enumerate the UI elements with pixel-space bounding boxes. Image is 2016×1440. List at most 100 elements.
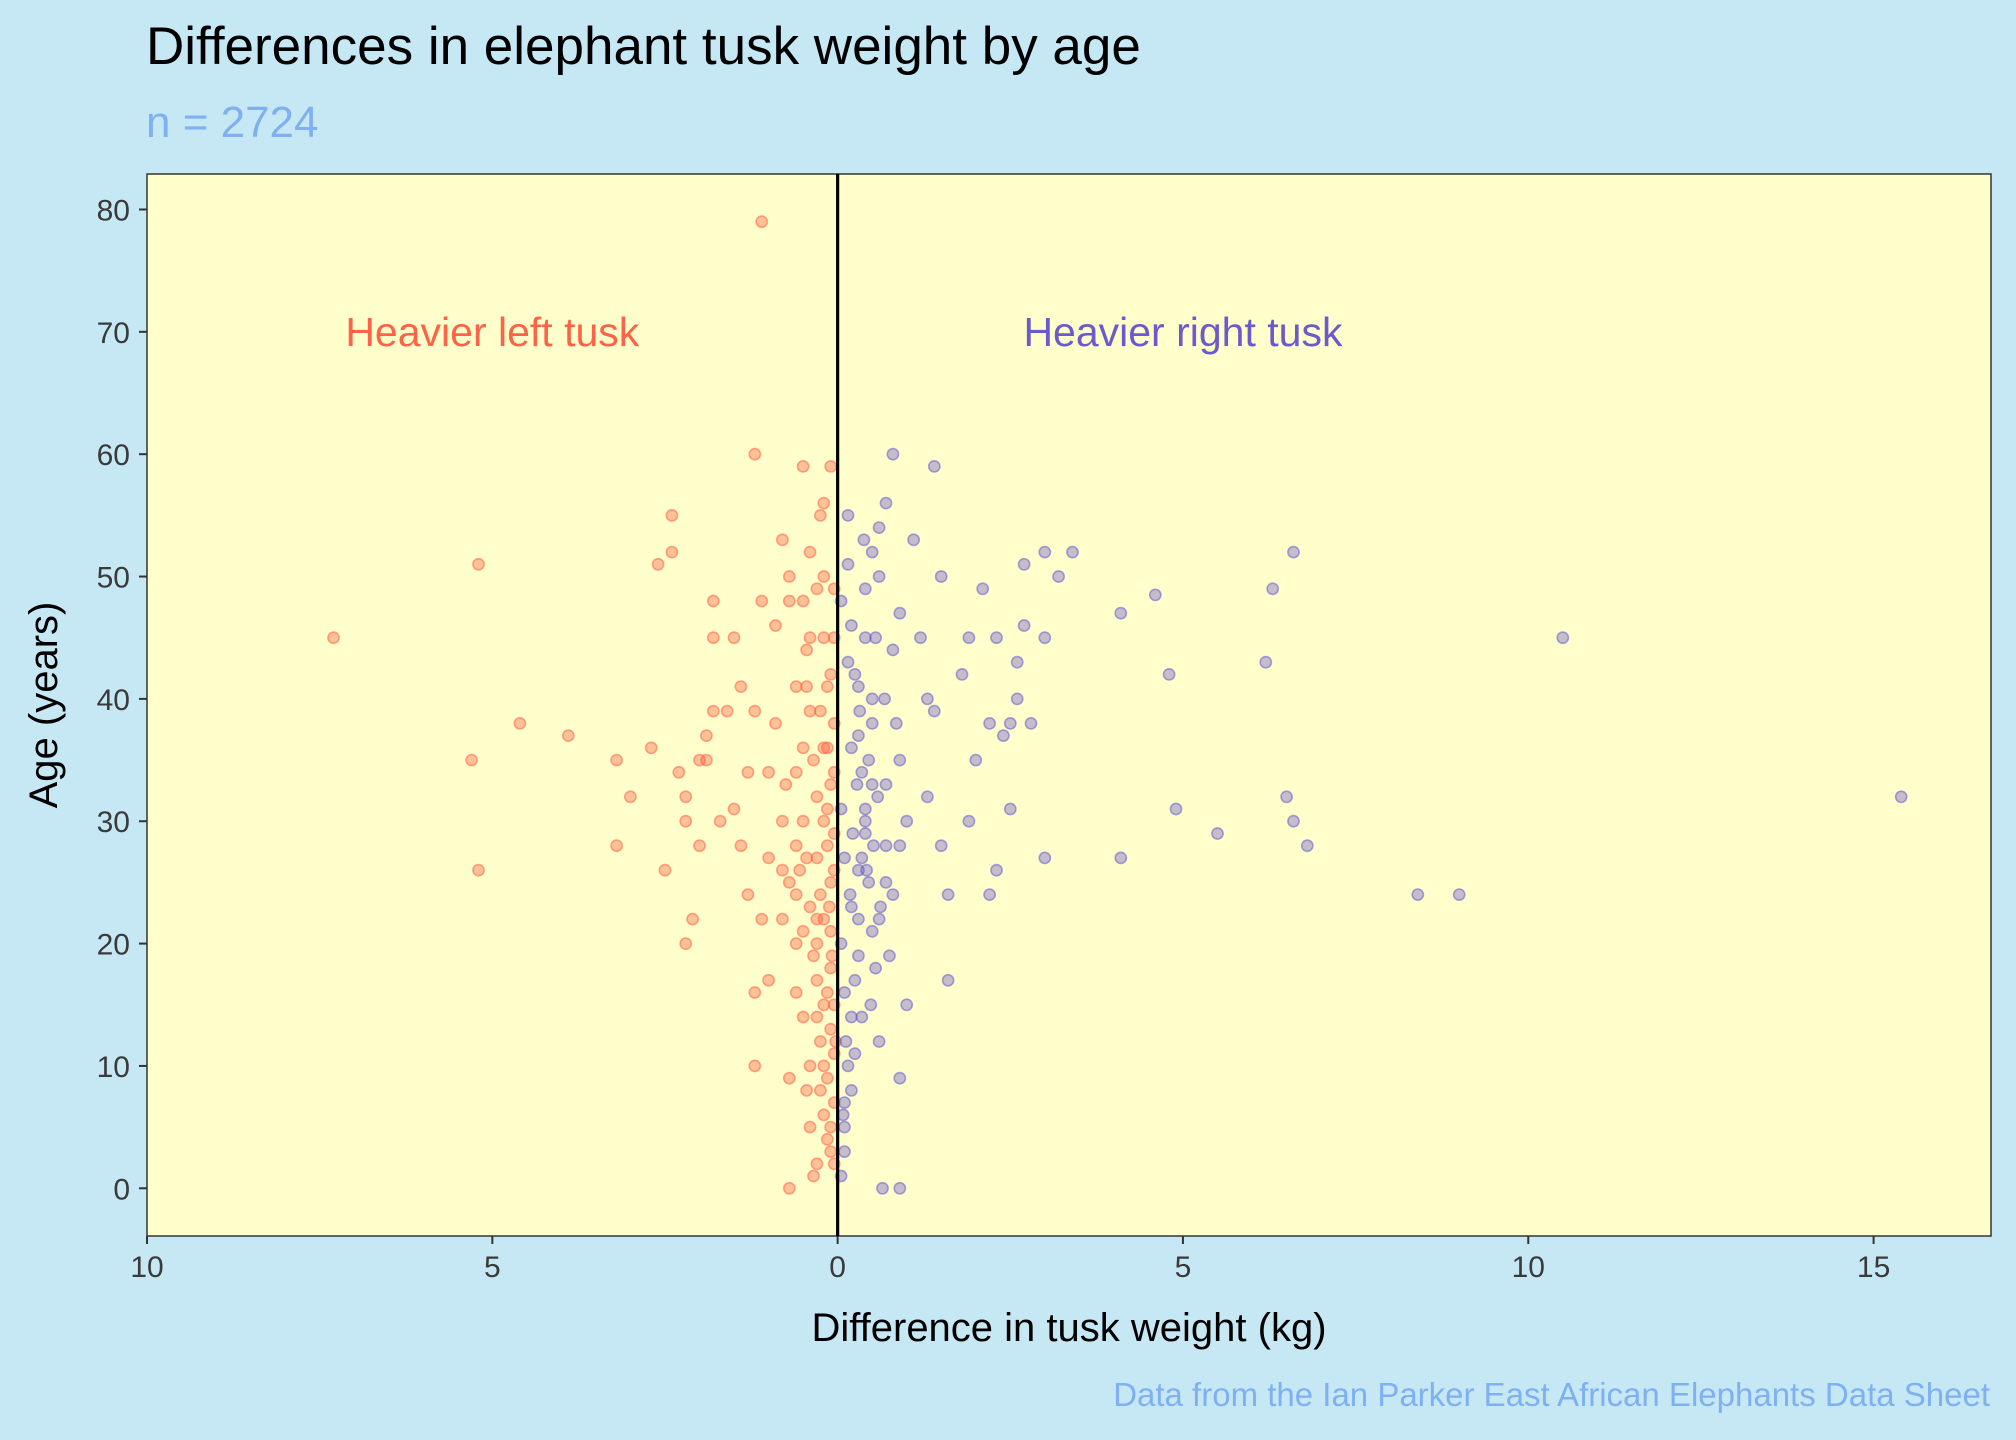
point-heavier-left: [820, 986, 834, 999]
point-heavier-left: [820, 741, 834, 755]
point-heavier-right: [879, 839, 893, 853]
point-heavier-left: [789, 986, 803, 999]
point-heavier-left: [713, 814, 727, 828]
point-heavier-left: [803, 631, 817, 645]
x-tick-label: 0: [829, 1251, 846, 1284]
point-heavier-right: [962, 631, 976, 645]
point-heavier-right: [852, 912, 865, 926]
point-heavier-left: [803, 1059, 817, 1073]
point-heavier-left: [820, 839, 834, 853]
y-tick-label: 40: [97, 684, 130, 717]
point-heavier-left: [679, 814, 693, 828]
point-heavier-right: [869, 631, 882, 645]
point-heavier-left: [814, 888, 827, 901]
point-heavier-left: [782, 570, 796, 583]
point-heavier-right: [841, 1059, 855, 1073]
point-heavier-right: [841, 557, 855, 571]
point-heavier-left: [800, 1084, 813, 1097]
point-heavier-right: [879, 496, 893, 510]
point-heavier-right: [852, 949, 865, 963]
point-heavier-right: [845, 619, 858, 632]
point-heavier-left: [824, 459, 838, 473]
x-axis-label: Difference in tusk weight (kg): [811, 1306, 1326, 1350]
point-heavier-right: [858, 582, 872, 596]
point-heavier-right: [893, 1071, 907, 1085]
point-heavier-right: [872, 912, 886, 926]
point-heavier-left: [734, 680, 748, 693]
point-heavier-left: [820, 802, 834, 816]
point-heavier-left: [700, 753, 713, 767]
point-heavier-left: [822, 900, 836, 914]
point-heavier-left: [803, 900, 817, 914]
point-heavier-right: [846, 827, 860, 840]
point-heavier-right: [1287, 814, 1300, 828]
point-heavier-right: [841, 509, 855, 522]
point-heavier-right: [853, 704, 867, 718]
point-heavier-left: [789, 937, 803, 950]
point-heavier-left: [755, 912, 769, 926]
point-heavier-right: [1556, 631, 1570, 645]
point-heavier-left: [807, 1169, 820, 1183]
point-heavier-right: [1003, 717, 1017, 730]
point-heavier-left: [762, 851, 775, 865]
point-heavier-left: [748, 986, 762, 999]
y-tick-label: 70: [97, 317, 130, 350]
plot-panel: [146, 173, 1992, 1237]
point-heavier-right: [879, 778, 893, 791]
point-heavier-right: [843, 888, 857, 901]
point-heavier-right: [838, 851, 851, 865]
point-heavier-right: [865, 924, 879, 938]
point-heavier-right: [886, 643, 900, 657]
point-heavier-right: [876, 1181, 889, 1195]
point-heavier-left: [693, 839, 706, 853]
point-heavier-right: [878, 692, 891, 706]
point-heavier-left: [706, 704, 720, 718]
point-heavier-left: [817, 570, 831, 583]
point-heavier-right: [1017, 619, 1031, 632]
point-heavier-right: [838, 986, 851, 999]
point-heavier-left: [796, 741, 810, 755]
point-heavier-right: [1452, 888, 1466, 901]
point-heavier-left: [814, 1084, 827, 1097]
point-heavier-right: [865, 692, 879, 706]
point-heavier-right: [836, 1108, 850, 1122]
point-heavier-right: [1024, 717, 1038, 730]
point-heavier-left: [658, 863, 672, 877]
caption: Data from the Ian Parker East African El…: [1113, 1376, 1990, 1413]
point-heavier-right: [872, 570, 886, 583]
point-heavier-left: [817, 1108, 831, 1122]
point-heavier-left: [748, 447, 762, 461]
point-heavier-left: [776, 533, 789, 547]
point-heavier-right: [838, 1145, 851, 1158]
point-heavier-right: [1010, 655, 1024, 669]
point-heavier-left: [817, 631, 831, 645]
point-heavier-right: [855, 765, 869, 779]
point-heavier-left: [807, 753, 820, 767]
point-heavier-left: [796, 459, 810, 473]
y-axis: 0 10 20 30 40 50 60 70 80: [97, 194, 147, 1206]
point-heavier-right: [1052, 570, 1065, 583]
y-tick-label: 80: [97, 194, 130, 227]
point-heavier-right: [889, 717, 903, 730]
point-heavier-right: [1259, 655, 1273, 669]
point-heavier-left: [796, 924, 810, 938]
point-heavier-right: [990, 631, 1003, 645]
point-heavier-left: [824, 1022, 838, 1036]
point-heavier-left: [803, 704, 817, 718]
point-heavier-right: [1066, 545, 1079, 559]
point-heavier-left: [824, 1145, 838, 1158]
point-heavier-left: [706, 631, 720, 645]
point-heavier-right: [969, 753, 983, 767]
point-heavier-right: [857, 533, 871, 547]
point-heavier-right: [1114, 606, 1128, 620]
point-heavier-left: [727, 802, 741, 816]
point-heavier-left: [706, 594, 720, 608]
point-heavier-left: [776, 814, 789, 828]
point-heavier-left: [796, 814, 810, 828]
point-heavier-right: [997, 729, 1010, 742]
point-heavier-left: [820, 1132, 834, 1146]
point-heavier-right: [855, 851, 869, 865]
point-heavier-right: [845, 1010, 858, 1024]
point-heavier-left: [789, 765, 803, 779]
